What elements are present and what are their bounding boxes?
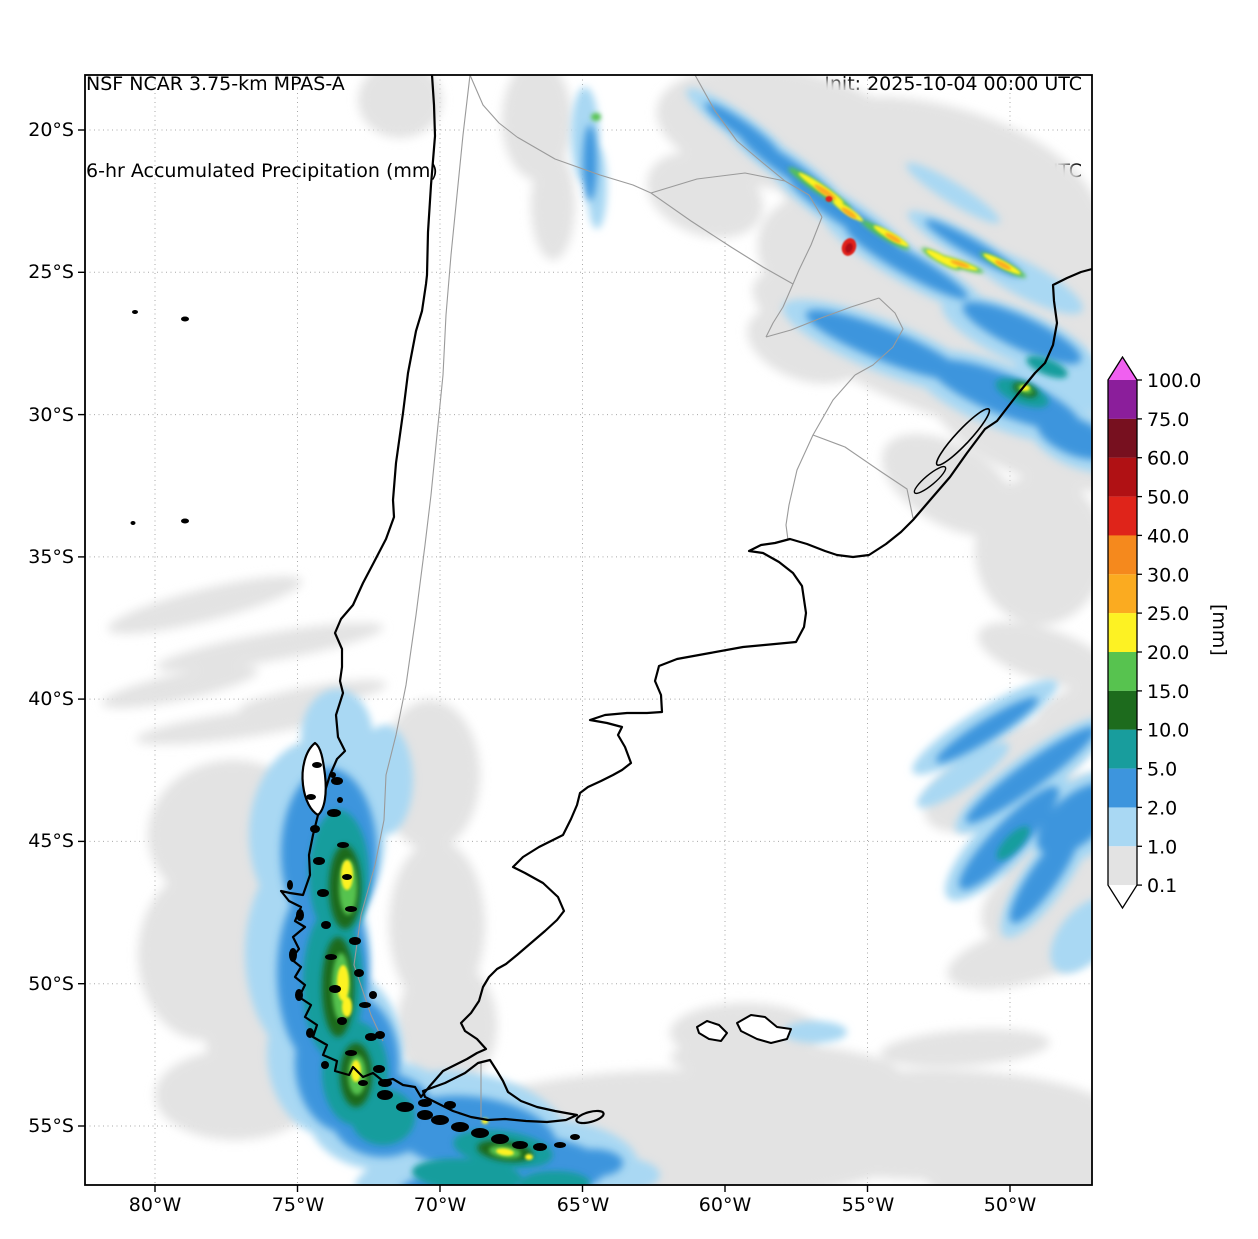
- lat-tick-label: 45°S: [28, 830, 74, 852]
- lon-tick-label: 80°W: [128, 1194, 182, 1216]
- staten-island: [575, 1109, 605, 1125]
- colorbar-segment: [1108, 496, 1137, 536]
- lat-tick-label: 55°S: [28, 1115, 74, 1137]
- colorbar-tick-label: 50.0: [1147, 487, 1189, 509]
- colorbar-tick-label: 15.0: [1147, 681, 1189, 703]
- map-figure: [78, 74, 1093, 1192]
- colorbar-tick-label: 0.1: [1147, 875, 1177, 897]
- colorbar-segment: [1108, 690, 1137, 730]
- tierra-del-fuego-coastline: [421, 1058, 579, 1124]
- lon-tick-label: 55°W: [841, 1194, 895, 1216]
- colorbar-tick-label: 10.0: [1147, 720, 1189, 742]
- figure-titles: NSF NCAR 3.75-km MPAS-A 6-hr Accumulated…: [86, 12, 438, 244]
- country-borders: [353, 75, 914, 1119]
- lagoa-mirim: [913, 465, 947, 495]
- lon-tick-label: 60°W: [698, 1194, 752, 1216]
- colorbar-tick-label: 60.0: [1147, 448, 1189, 470]
- colorbar-segment: [1108, 807, 1137, 847]
- pacific-islands: [130, 310, 189, 525]
- colorbar-tick-label: 40.0: [1147, 525, 1189, 547]
- product-title: 6-hr Accumulated Precipitation (mm): [86, 160, 438, 182]
- lat-tick-label: 25°S: [28, 261, 74, 283]
- colorbar-tick-label: 2.0: [1147, 797, 1177, 819]
- mainland-coastline: [279, 75, 1092, 1099]
- lon-tick-label: 50°W: [983, 1194, 1037, 1216]
- colorbar-segment: [1108, 846, 1137, 886]
- colorbar: 100.0 75.0 60.0 50.0 40.0 30.0 25.0 20.0…: [1107, 356, 1201, 910]
- model-title: NSF NCAR 3.75-km MPAS-A: [86, 73, 345, 95]
- colorbar-tick-label: 5.0: [1147, 759, 1177, 781]
- map-frame: [84, 74, 1093, 1186]
- lagoa-dos-patos: [935, 408, 991, 466]
- colorbar-segment: [1108, 380, 1137, 419]
- lat-tick-label: 30°S: [28, 404, 74, 426]
- colorbar-tick-label: 30.0: [1147, 564, 1189, 586]
- fjord-islands: [287, 762, 580, 1151]
- lon-tick-label: 65°W: [556, 1194, 610, 1216]
- colorbar-unit-label: [mm]: [1208, 604, 1230, 656]
- precip-field-darkred: [845, 243, 853, 253]
- colorbar-tick-label: 75.0: [1147, 409, 1189, 431]
- lat-tick-label: 40°S: [28, 688, 74, 710]
- falkland-east: [736, 1014, 792, 1044]
- colorbar-segment: [1108, 768, 1137, 808]
- lon-tick-label: 75°W: [271, 1194, 325, 1216]
- colorbar-under-arrow: [1108, 885, 1137, 908]
- colorbar-tick-label: 1.0: [1147, 836, 1177, 858]
- colorbar-tick-label: 20.0: [1147, 642, 1189, 664]
- lat-tick-label: 50°S: [28, 973, 74, 995]
- colorbar-tick-label: 100.0: [1147, 370, 1201, 392]
- colorbar-segment: [1108, 729, 1137, 769]
- colorbar-segment: [1108, 457, 1137, 497]
- colorbar-tick-labels: 100.0 75.0 60.0 50.0 40.0 30.0 25.0 20.0…: [1147, 370, 1201, 897]
- colorbar-segment: [1108, 652, 1137, 691]
- colorbar-segment: [1108, 418, 1137, 458]
- colorbar-over-arrow: [1108, 357, 1137, 380]
- precip-field-orange: [814, 184, 1012, 270]
- colorbar-segment: [1108, 574, 1137, 614]
- lat-tick-label: 20°S: [28, 119, 74, 141]
- colorbar-tick-label: 25.0: [1147, 603, 1189, 625]
- falkland-west: [696, 1020, 728, 1042]
- lon-tick-label: 70°W: [413, 1194, 467, 1216]
- lat-tick-label: 35°S: [28, 546, 74, 568]
- colorbar-segment: [1108, 613, 1137, 652]
- colorbar-segment: [1108, 535, 1137, 575]
- colorbar-tickmarks: [1137, 379, 1142, 886]
- axis-ticks: [78, 129, 1011, 1192]
